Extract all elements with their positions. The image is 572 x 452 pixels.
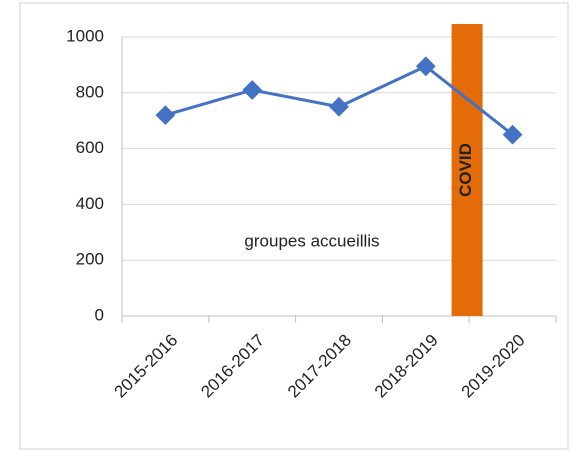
y-tick-label: 600 bbox=[76, 138, 104, 157]
marker bbox=[242, 80, 263, 100]
marker bbox=[415, 56, 436, 77]
x-tick-label: 2016-2017 bbox=[197, 331, 268, 402]
x-tick-label: 2019-2020 bbox=[458, 331, 529, 402]
annotation-label: COVID bbox=[456, 143, 475, 197]
y-tick-label: 800 bbox=[76, 82, 104, 101]
y-tick-label: 200 bbox=[76, 250, 104, 269]
x-tick-label: 2017-2018 bbox=[284, 331, 355, 402]
chart-frame bbox=[19, 2, 569, 450]
y-tick-label: 400 bbox=[76, 194, 104, 213]
series-label: groupes accueillis bbox=[244, 231, 379, 250]
marker bbox=[329, 96, 349, 117]
y-tick-label: 1000 bbox=[66, 26, 104, 45]
x-tick-label: 2015-2016 bbox=[110, 331, 181, 402]
x-tick-label: 2018-2019 bbox=[371, 331, 442, 402]
annotation-bar bbox=[451, 24, 483, 316]
marker bbox=[155, 105, 176, 126]
y-tick-label: 0 bbox=[95, 305, 104, 324]
